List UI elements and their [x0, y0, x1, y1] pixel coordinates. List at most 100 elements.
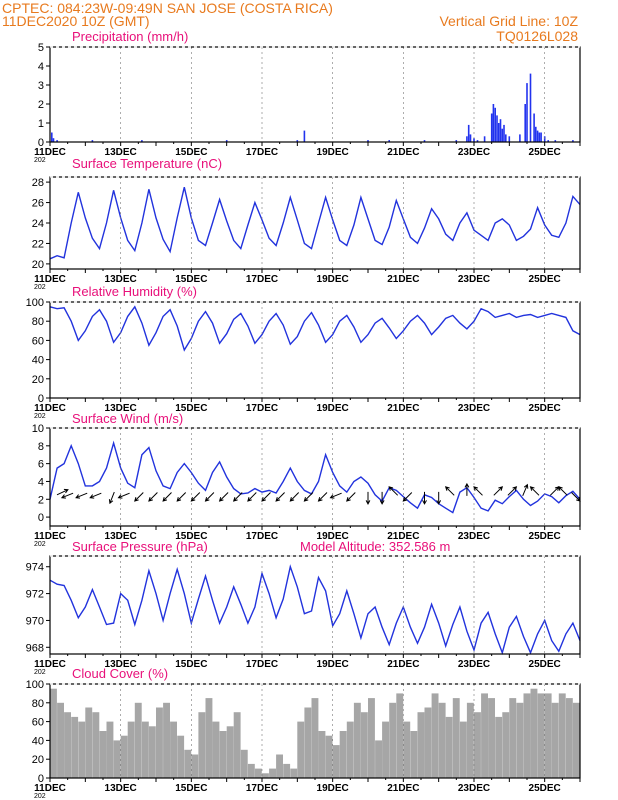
temperature-panel: Surface Temperature (nC) 20 22 24 26 28 11DEC 1… — [32, 156, 581, 291]
cloud-bar — [558, 693, 566, 778]
precip-xtick-label: 21DEC — [387, 147, 419, 158]
cloud-panel: Cloud Cover (%) 0 20 40 60 80 100 11DEC 13DEC 15D… — [26, 666, 581, 800]
precip-xtick-label: 19DEC — [317, 147, 349, 158]
cloud-bar — [127, 721, 135, 778]
humidity-ytick-label: 0 — [38, 393, 44, 405]
precip-bar — [519, 134, 521, 142]
wind-vector-arrow — [402, 492, 413, 502]
wind-vector-arrow — [388, 486, 399, 496]
precip-bar — [543, 136, 546, 142]
cloud-ytick-label: 60 — [32, 717, 44, 729]
precip-ytick-label: 2 — [38, 99, 44, 111]
precip-bar — [526, 83, 528, 142]
humidity-xtick-label: 21DEC — [387, 403, 419, 414]
precip-bar — [476, 140, 479, 142]
cloud-bar — [276, 754, 283, 778]
humidity-xtick-label: 11DEC — [34, 403, 66, 414]
pressure-ytick-label: 972 — [26, 589, 44, 601]
cloud-bar — [71, 716, 79, 778]
wind-xtick-label: 23DEC — [458, 531, 490, 542]
wind-frame — [49, 427, 581, 527]
cloud-bar — [551, 702, 559, 778]
humidity-ytick-label: 20 — [32, 374, 44, 386]
wind-xtick-label: 25DEC — [529, 531, 561, 542]
wind-vector-arrow — [522, 483, 529, 496]
cloud-bar — [85, 707, 93, 778]
wind-ytick-label: 4 — [38, 476, 44, 488]
cloud-bar — [417, 712, 425, 778]
cloud-bar — [163, 702, 170, 778]
cloud-bar — [459, 721, 467, 778]
temperature-xtick-label: 19DEC — [317, 274, 349, 285]
cloud-bar — [530, 688, 538, 778]
run-datetime: 11DEC2020 10Z (GMT) — [2, 13, 150, 29]
pressure-year-label: 202 — [34, 669, 46, 676]
wind-vector-arrow — [464, 482, 470, 496]
wind-vector-arrow — [56, 488, 69, 496]
wind-xtick-label: 19DEC — [317, 531, 349, 542]
humidity-series-line — [49, 305, 581, 352]
wind-vector-arrow — [444, 486, 455, 496]
precip-bar — [467, 124, 470, 142]
cloud-xtick-label: 15DEC — [175, 783, 207, 794]
precip-bar — [56, 140, 58, 142]
temperature-xtick-label: 13DEC — [105, 274, 137, 285]
pressure-title: Surface Pressure (hPa) — [72, 539, 208, 554]
wind-vector-arrow — [346, 492, 356, 502]
cloud-xtick-label: 23DEC — [458, 783, 490, 794]
precip-bar — [501, 128, 504, 142]
cloud-bar — [509, 698, 517, 778]
humidity-xtick-label: 15DEC — [175, 403, 207, 414]
humidity-xtick-label: 23DEC — [458, 403, 490, 414]
cloud-year-label: 202 — [34, 793, 46, 800]
wind-ytick-label: 0 — [38, 512, 44, 524]
cloud-ytick-label: 40 — [32, 735, 44, 747]
cloud-bar — [290, 768, 298, 778]
temperature-ytick-label: 26 — [32, 198, 44, 210]
wind-vector-arrow — [289, 492, 300, 502]
wind-vector-arrow — [218, 492, 229, 502]
cloud-bar — [466, 702, 474, 778]
wind-vector-arrow — [275, 492, 285, 502]
wind-vector-arrow — [507, 486, 518, 496]
cloud-bar — [332, 745, 340, 778]
cloud-xtick-label: 19DEC — [317, 783, 349, 794]
humidity-xtick-label: 17DEC — [246, 403, 278, 414]
cloud-bar — [544, 693, 552, 778]
cloud-title: Cloud Cover (%) — [72, 666, 168, 681]
cloud-bar — [368, 698, 375, 778]
precip-bar — [388, 140, 390, 142]
precip-ytick-label: 4 — [38, 61, 44, 73]
cloud-bar — [177, 735, 185, 778]
wind-ytick-label: 6 — [38, 459, 44, 471]
wind-ytick-label: 2 — [38, 494, 44, 506]
model-code: TQ0126L028 — [496, 28, 578, 44]
cloud-xtick-label: 11DEC — [34, 783, 66, 794]
cloud-bar — [64, 712, 71, 778]
precip-bar — [533, 113, 535, 142]
cloud-bar — [269, 768, 276, 778]
wind-vector-arrow — [75, 492, 88, 499]
cloud-bar — [339, 731, 347, 778]
humidity-panel: Relative Humidity (%) 0 20 40 60 80 100 11DEC 13… — [26, 284, 581, 420]
cloud-ytick-label: 0 — [38, 773, 44, 785]
cloud-bar — [170, 721, 177, 778]
precip-bar — [572, 140, 574, 142]
precip-bar — [51, 132, 53, 142]
pressure-xtick-label: 25DEC — [529, 659, 561, 670]
humidity-year-label: 202 — [34, 413, 46, 420]
precip-title: Precipitation (mm/h) — [72, 29, 188, 44]
humidity-ytick-label: 100 — [26, 297, 44, 309]
pressure-ytick-label: 970 — [26, 615, 44, 627]
cloud-bar — [424, 707, 432, 778]
cloud-bar — [205, 698, 213, 778]
wind-vector-arrow — [134, 492, 144, 502]
wind-vector-arrow — [365, 491, 371, 505]
humidity-title: Relative Humidity (%) — [72, 284, 197, 299]
humidity-ytick-label: 60 — [32, 335, 44, 347]
cloud-bar — [106, 721, 114, 778]
cloud-bar — [240, 749, 248, 778]
wind-vector-arrow — [317, 492, 328, 502]
cloud-bar — [481, 693, 488, 778]
cloud-bar — [148, 726, 156, 778]
